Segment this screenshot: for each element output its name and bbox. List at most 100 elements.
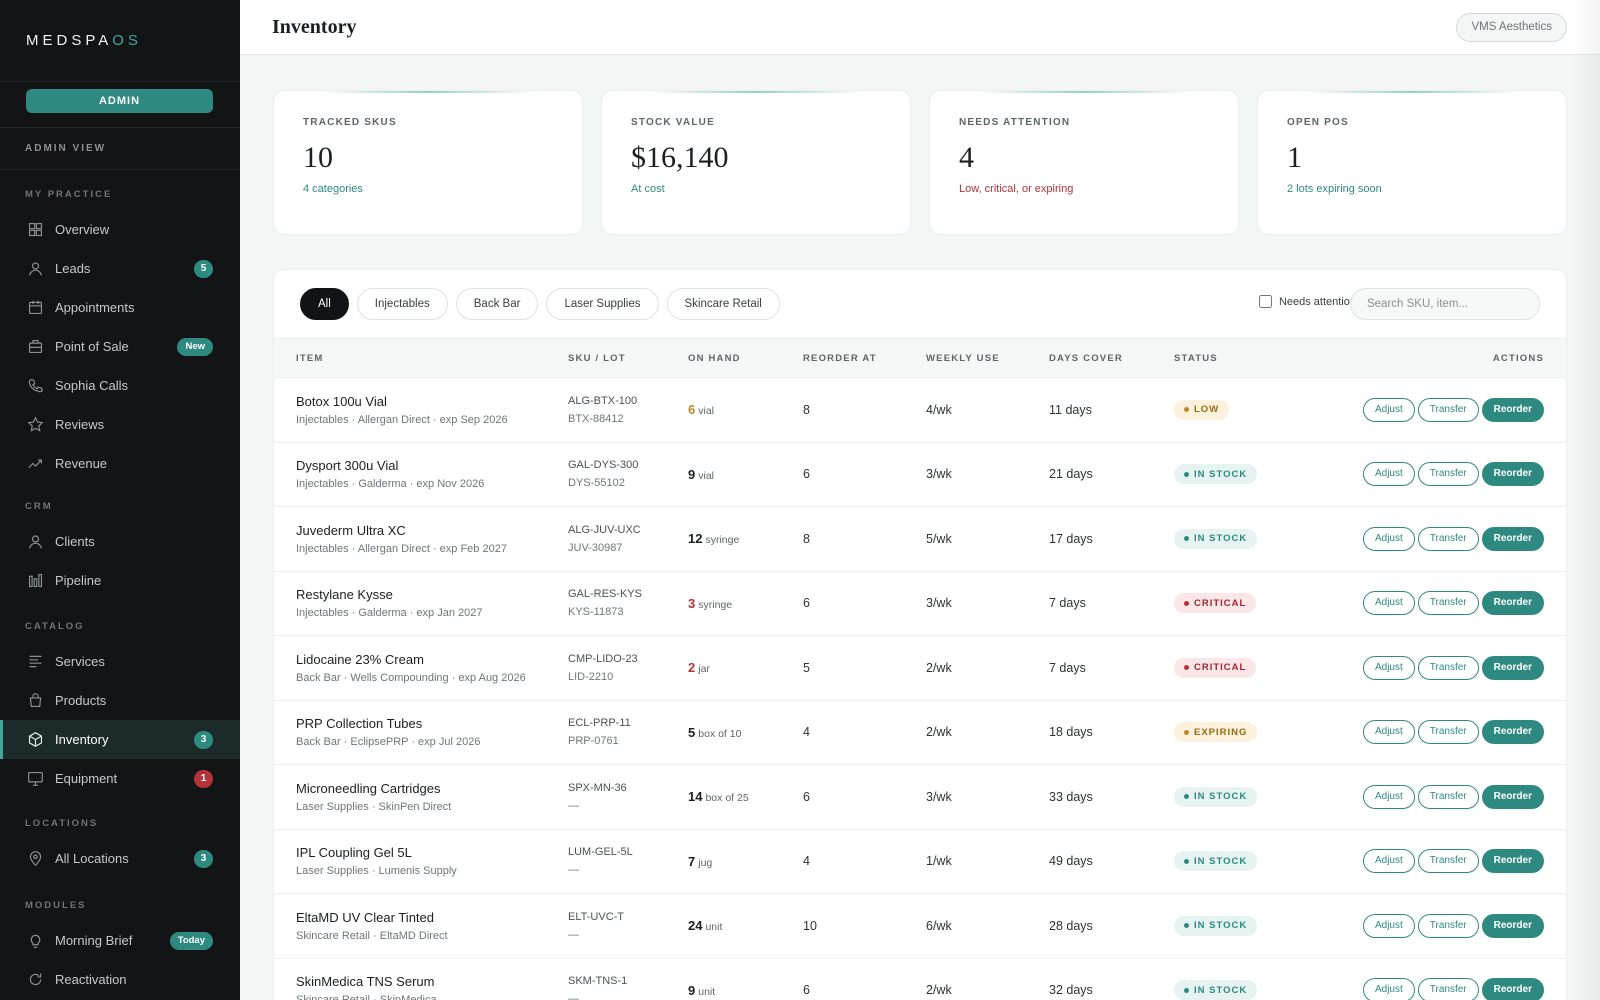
needs-attention-checkbox[interactable]	[1258, 295, 1272, 308]
item-name[interactable]: EltaMD UV Clear Tinted	[296, 909, 434, 925]
item-name[interactable]: Botox 100u Vial	[296, 393, 387, 409]
sidebar-item-reactivation[interactable]: Reactivation	[0, 960, 240, 999]
reorder-button[interactable]: Reorder	[1481, 397, 1544, 422]
admin-button[interactable]: ADMIN	[26, 89, 213, 113]
table-row[interactable]: Dysport 300u Vial Injectables · Galderma…	[274, 442, 1566, 507]
item-name[interactable]: Juvederm Ultra XC	[296, 522, 406, 538]
adjust-button[interactable]: Adjust	[1362, 913, 1415, 938]
sidebar-item-morning-brief[interactable]: Morning Brief Today	[0, 921, 240, 960]
column-header-reorder-at[interactable]: REORDER AT	[803, 338, 926, 378]
column-header-days-cover[interactable]: DAYS COVER	[1049, 338, 1174, 378]
filter-chip-skincare-retail[interactable]: Skincare Retail	[666, 288, 780, 320]
item-name[interactable]: Microneedling Cartridges	[296, 780, 441, 796]
sidebar-item-inventory[interactable]: Inventory 3	[0, 720, 240, 759]
item-name[interactable]: PRP Collection Tubes	[296, 716, 423, 732]
table-row[interactable]: Botox 100u Vial Injectables · Allergan D…	[274, 377, 1566, 443]
table-row[interactable]: PRP Collection Tubes Back Bar · EclipseP…	[274, 700, 1566, 765]
adjust-button[interactable]: Adjust	[1362, 591, 1415, 616]
column-header-status[interactable]: STATUS	[1174, 338, 1319, 378]
status-label: CRITICAL	[1194, 597, 1247, 609]
reorder-button[interactable]: Reorder	[1481, 849, 1544, 874]
adjust-button[interactable]: Adjust	[1362, 720, 1415, 745]
transfer-button[interactable]: Transfer	[1417, 526, 1479, 551]
nav-section-catalog: CATALOG Services Products Inventory 3 Eq…	[0, 617, 240, 798]
brand-logo[interactable]: MEDSPA OS	[0, 0, 240, 82]
reorder-button[interactable]: Reorder	[1481, 978, 1544, 1000]
transfer-button[interactable]: Transfer	[1417, 913, 1479, 938]
status-badge: IN STOCK	[1174, 464, 1258, 485]
cell-status: IN STOCK	[1174, 506, 1319, 572]
sidebar-item-point-of-sale[interactable]: Point of Sale New	[0, 327, 240, 366]
item-name[interactable]: Lidocaine 23% Cream	[296, 651, 424, 667]
cell-on-hand: 2 jar	[688, 635, 803, 701]
reorder-button[interactable]: Reorder	[1481, 655, 1544, 680]
sidebar-item-leads[interactable]: Leads 5	[0, 249, 240, 288]
sidebar-item-revenue[interactable]: Revenue	[0, 444, 240, 483]
table-row[interactable]: Lidocaine 23% Cream Back Bar · Wells Com…	[274, 635, 1566, 701]
transfer-button[interactable]: Transfer	[1417, 655, 1479, 680]
table-row[interactable]: EltaMD UV Clear Tinted Skincare Retail ·…	[274, 893, 1566, 959]
item-name[interactable]: SkinMedica TNS Serum	[296, 974, 435, 990]
transfer-button[interactable]: Transfer	[1417, 849, 1479, 874]
item-name[interactable]: Dysport 300u Vial	[296, 458, 399, 474]
sidebar-item-products[interactable]: Products	[0, 681, 240, 720]
filter-chip-injectables[interactable]: Injectables	[356, 288, 448, 320]
reorder-button[interactable]: Reorder	[1481, 784, 1544, 809]
table-row[interactable]: Microneedling Cartridges Laser Supplies …	[274, 764, 1566, 830]
table-row[interactable]: Restylane Kysse Injectables · Galderma ·…	[274, 571, 1566, 636]
sidebar-item-appointments[interactable]: Appointments	[0, 288, 240, 327]
adjust-button[interactable]: Adjust	[1362, 462, 1415, 487]
view-label: ADMIN VIEW	[0, 128, 240, 170]
filter-chip-back-bar[interactable]: Back Bar	[455, 288, 539, 320]
reorder-button[interactable]: Reorder	[1481, 526, 1544, 551]
column-header-weekly-use[interactable]: WEEKLY USE	[926, 338, 1049, 378]
sidebar-item-pipeline[interactable]: Pipeline	[0, 561, 240, 600]
cell-actions: Adjust Transfer Reorder	[1319, 377, 1566, 443]
table-row[interactable]: Juvederm Ultra XC Injectables · Allergan…	[274, 506, 1566, 572]
column-header-item[interactable]: ITEM	[274, 338, 568, 378]
item-name[interactable]: Restylane Kysse	[296, 587, 393, 603]
kpi-value: 4	[959, 141, 974, 174]
transfer-button[interactable]: Transfer	[1417, 591, 1479, 616]
sidebar-item-sophia-calls[interactable]: Sophia Calls	[0, 366, 240, 405]
column-header-sku-lot[interactable]: SKU / LOT	[568, 338, 688, 378]
needs-attention-toggle[interactable]: Needs attention	[1258, 295, 1356, 308]
adjust-button[interactable]: Adjust	[1362, 655, 1415, 680]
sidebar-item-overview[interactable]: Overview	[0, 210, 240, 249]
sidebar-item-all-locations[interactable]: All Locations 3	[0, 839, 240, 878]
cell-days-cover: 11 days	[1049, 377, 1174, 443]
table-row[interactable]: IPL Coupling Gel 5L Laser Supplies · Lum…	[274, 829, 1566, 894]
reorder-button[interactable]: Reorder	[1481, 591, 1544, 616]
reorder-button[interactable]: Reorder	[1481, 720, 1544, 745]
sidebar-item-equipment[interactable]: Equipment 1	[0, 759, 240, 798]
adjust-button[interactable]: Adjust	[1362, 849, 1415, 874]
reorder-button[interactable]: Reorder	[1481, 913, 1544, 938]
table-row[interactable]: SkinMedica TNS Serum Skincare Retail · S…	[274, 958, 1566, 1000]
adjust-button[interactable]: Adjust	[1362, 526, 1415, 551]
column-header-on-hand[interactable]: ON HAND	[688, 338, 803, 378]
sku: GAL-RES-KYS	[568, 588, 642, 601]
filter-chip-laser-supplies[interactable]: Laser Supplies	[546, 288, 659, 320]
transfer-button[interactable]: Transfer	[1417, 462, 1479, 487]
transfer-button[interactable]: Transfer	[1417, 720, 1479, 745]
sidebar-item-label: Reactivation	[55, 972, 127, 987]
kpi-card-open-pos: OPEN POS 1 2 lots expiring soon	[1257, 90, 1567, 235]
status-badge: IN STOCK	[1174, 980, 1258, 1000]
adjust-button[interactable]: Adjust	[1362, 978, 1415, 1000]
transfer-button[interactable]: Transfer	[1417, 397, 1479, 422]
sidebar-item-services[interactable]: Services	[0, 642, 240, 681]
adjust-button[interactable]: Adjust	[1362, 784, 1415, 809]
transfer-button[interactable]: Transfer	[1417, 784, 1479, 809]
organization-switcher[interactable]: VMS Aesthetics	[1456, 13, 1567, 42]
cell-days-cover: 28 days	[1049, 893, 1174, 959]
item-name[interactable]: IPL Coupling Gel 5L	[296, 845, 412, 861]
sidebar-item-reviews[interactable]: Reviews	[0, 405, 240, 444]
adjust-button[interactable]: Adjust	[1362, 397, 1415, 422]
reorder-button[interactable]: Reorder	[1481, 462, 1544, 487]
search-input[interactable]	[1350, 288, 1540, 320]
item-meta: Skincare Retail · EltaMD Direct	[296, 929, 448, 942]
filter-chip-all[interactable]: All	[300, 288, 349, 320]
sidebar-item-clients[interactable]: Clients	[0, 522, 240, 561]
transfer-button[interactable]: Transfer	[1417, 978, 1479, 1000]
lot: DYS-55102	[568, 477, 625, 490]
